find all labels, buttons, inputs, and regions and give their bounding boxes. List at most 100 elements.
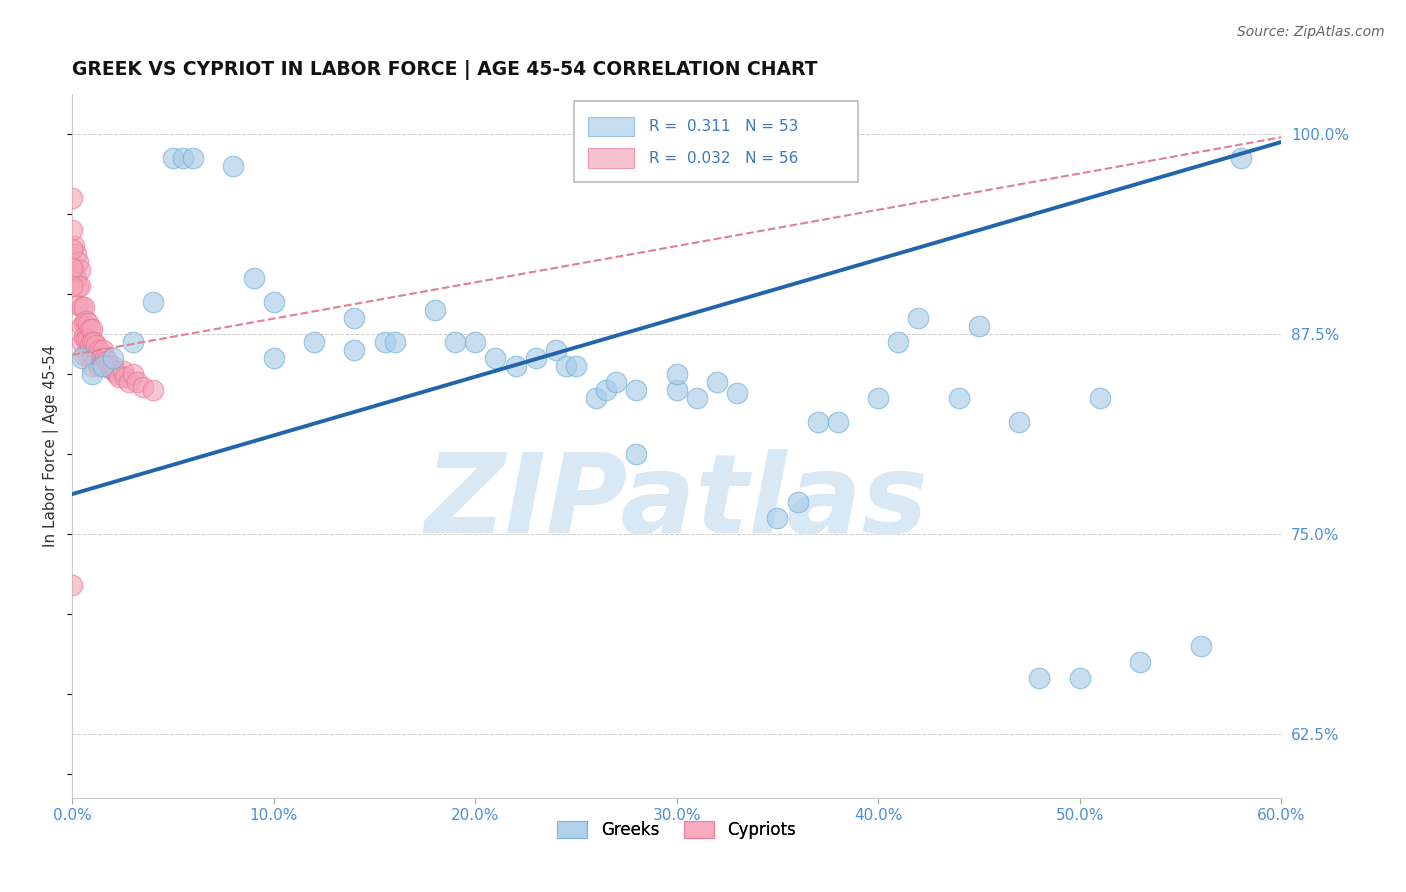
Point: [97, 359, 120, 373]
Point: [786, 495, 808, 509]
Y-axis label: In Labor Force | Age 45-54: In Labor Force | Age 45-54: [44, 345, 59, 547]
Point: [75, 332, 97, 346]
Point: [827, 415, 849, 429]
Point: [132, 380, 155, 394]
Point: [343, 343, 366, 357]
Point: [1069, 671, 1091, 685]
Point: [605, 375, 627, 389]
Point: [125, 375, 148, 389]
Point: [121, 334, 143, 349]
Point: [73, 300, 96, 314]
Point: [1230, 151, 1253, 165]
Point: [524, 351, 547, 365]
Point: [444, 334, 467, 349]
Point: [101, 351, 124, 365]
Point: [60, 223, 83, 237]
Point: [60, 191, 83, 205]
Point: [162, 151, 184, 165]
Point: [887, 334, 910, 349]
Point: [63, 263, 86, 277]
Point: [142, 383, 165, 397]
Point: [91, 343, 114, 357]
Point: [101, 359, 124, 373]
Text: GREEK VS CYPRIOT IN LABOR FORCE | AGE 45-54 CORRELATION CHART: GREEK VS CYPRIOT IN LABOR FORCE | AGE 45…: [72, 60, 818, 79]
Point: [89, 351, 111, 365]
Point: [118, 375, 141, 389]
Bar: [589, 148, 634, 168]
Point: [82, 367, 104, 381]
Point: [77, 332, 100, 346]
Point: [505, 359, 527, 373]
Point: [111, 364, 134, 378]
Point: [222, 159, 245, 173]
Text: Source: ZipAtlas.com: Source: ZipAtlas.com: [1237, 25, 1385, 39]
Point: [77, 348, 100, 362]
Point: [1129, 655, 1152, 669]
Point: [868, 391, 890, 405]
Point: [626, 447, 648, 461]
Point: [1008, 415, 1031, 429]
Point: [807, 415, 830, 429]
Point: [242, 271, 264, 285]
Point: [665, 367, 688, 381]
Point: [484, 351, 506, 365]
Point: [67, 255, 90, 269]
Point: [82, 322, 104, 336]
Point: [83, 334, 105, 349]
Point: [96, 354, 118, 368]
Point: [72, 351, 94, 365]
Point: [263, 295, 285, 310]
Point: [585, 391, 607, 405]
Point: [105, 367, 128, 381]
Point: [77, 316, 100, 330]
Point: [706, 375, 728, 389]
Point: [100, 362, 122, 376]
Point: [75, 314, 97, 328]
Point: [79, 322, 101, 336]
Bar: [574, 101, 858, 182]
Point: [93, 351, 115, 365]
Point: [60, 279, 83, 293]
Bar: [589, 117, 634, 136]
Point: [73, 330, 96, 344]
Point: [907, 311, 929, 326]
Point: [114, 370, 136, 384]
Point: [554, 359, 576, 373]
Point: [107, 370, 129, 384]
Point: [72, 334, 94, 349]
Point: [1189, 639, 1212, 653]
Point: [121, 367, 143, 381]
Point: [91, 358, 114, 372]
Point: [142, 295, 165, 310]
Point: [82, 334, 104, 349]
Point: [626, 383, 648, 397]
Point: [60, 578, 83, 592]
Point: [73, 348, 96, 362]
Text: R =  0.032   N = 56: R = 0.032 N = 56: [650, 151, 799, 166]
Legend: Greeks, Cypriots: Greeks, Cypriots: [551, 814, 803, 846]
Point: [725, 386, 748, 401]
Point: [423, 303, 446, 318]
Point: [69, 263, 91, 277]
Point: [79, 338, 101, 352]
Point: [1088, 391, 1111, 405]
Text: ZIPatlas: ZIPatlas: [425, 449, 928, 556]
Point: [73, 316, 96, 330]
Point: [72, 300, 94, 314]
Point: [302, 334, 325, 349]
Point: [65, 247, 87, 261]
Point: [1028, 671, 1050, 685]
Point: [766, 511, 789, 525]
Point: [544, 343, 567, 357]
Point: [595, 383, 617, 397]
Point: [86, 354, 108, 368]
Point: [665, 383, 688, 397]
Point: [65, 271, 87, 285]
Point: [384, 334, 406, 349]
Point: [91, 359, 114, 373]
Point: [86, 338, 108, 352]
Point: [181, 151, 204, 165]
Point: [60, 242, 83, 256]
Point: [565, 359, 588, 373]
Point: [263, 351, 285, 365]
